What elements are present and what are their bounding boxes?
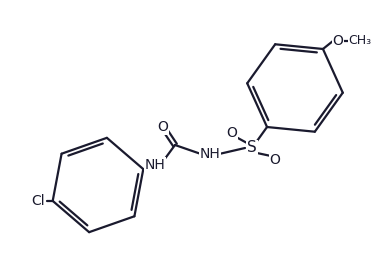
Text: CH₃: CH₃ bbox=[349, 35, 371, 47]
Text: O: O bbox=[332, 34, 343, 48]
Text: O: O bbox=[227, 126, 237, 140]
Text: Cl: Cl bbox=[31, 194, 45, 208]
Text: NH: NH bbox=[200, 147, 220, 161]
Text: O: O bbox=[158, 120, 168, 134]
Text: NH: NH bbox=[145, 158, 165, 172]
Text: S: S bbox=[247, 140, 257, 155]
Text: O: O bbox=[270, 153, 280, 167]
